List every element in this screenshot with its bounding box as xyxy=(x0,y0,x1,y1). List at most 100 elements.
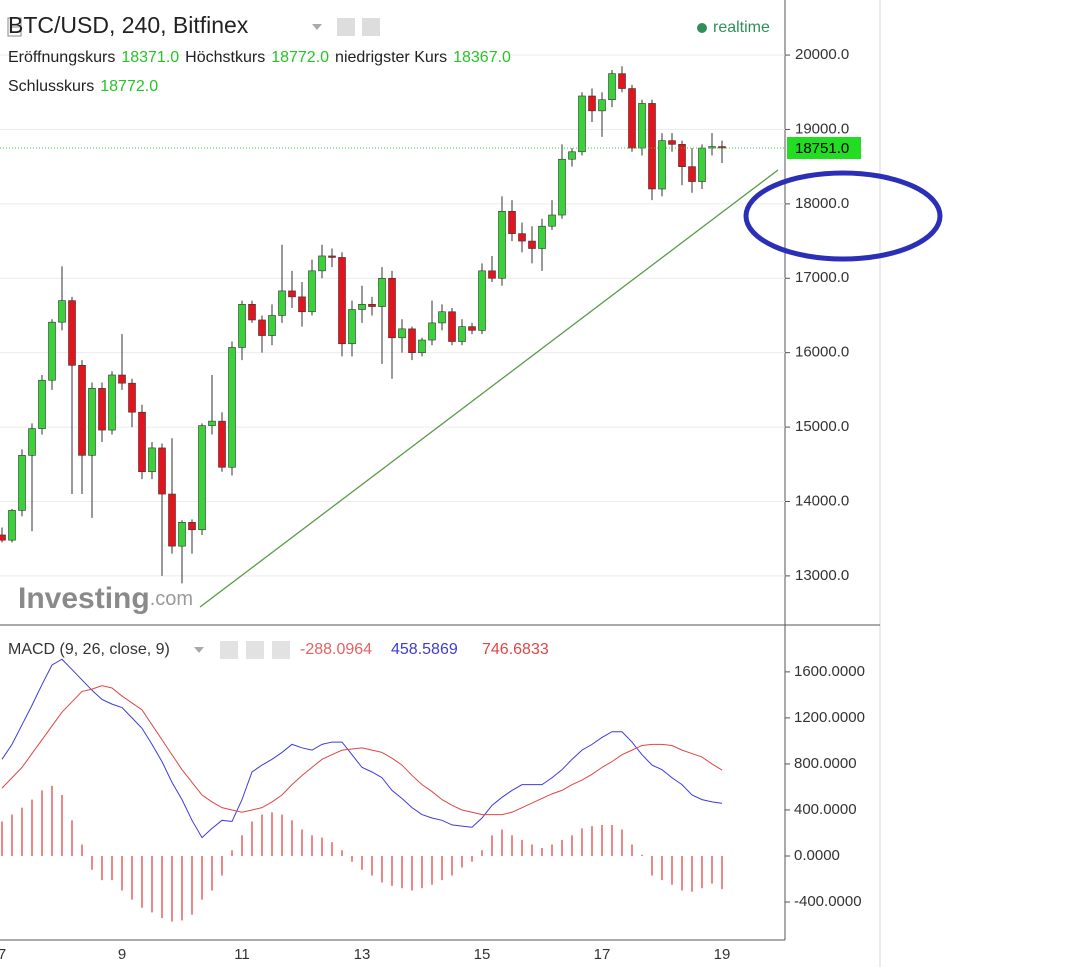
y-tick-label: 1600.0000 xyxy=(794,663,865,680)
candle-body xyxy=(578,95,586,153)
status: realtime xyxy=(713,19,770,36)
candle-body xyxy=(558,158,566,216)
candle-body xyxy=(508,211,516,234)
ohlc-label: niedrigster Kurs xyxy=(335,49,448,66)
candle-body xyxy=(78,365,86,456)
candle-body xyxy=(338,257,346,345)
collapse-icon[interactable] xyxy=(7,17,22,37)
candle-body xyxy=(308,270,316,313)
y-tick-label: 400.0000 xyxy=(794,801,857,818)
candle-body xyxy=(118,374,126,384)
y-tick-label: -400.0000 xyxy=(794,893,862,910)
candle-body xyxy=(648,103,656,190)
candle-body xyxy=(0,534,6,541)
candle-body xyxy=(218,420,226,468)
x-tick-label: 11 xyxy=(234,946,250,963)
candle-body xyxy=(408,328,416,353)
y-tick-label: 17000.0 xyxy=(795,269,849,286)
candle-body xyxy=(518,233,526,242)
ohlc-row: Eröffnungskurs 18371.0 Höchstkurs 18772.0 ni… xyxy=(8,49,517,67)
candle-body xyxy=(108,374,116,431)
candle-body xyxy=(588,95,596,112)
candle-body xyxy=(148,447,156,473)
candle-body xyxy=(258,319,266,336)
y-tick-label: 0.0000 xyxy=(794,847,840,864)
macd-line xyxy=(1,685,723,816)
candle-body xyxy=(8,510,16,541)
candle-body xyxy=(718,146,726,149)
y-tick-label: 20000.0 xyxy=(795,46,849,63)
candle-body xyxy=(568,151,576,160)
candle-body xyxy=(358,304,366,310)
candle-body xyxy=(638,103,646,149)
settings-icon[interactable] xyxy=(362,18,380,36)
candle-body xyxy=(468,326,476,331)
candle-body xyxy=(608,73,616,101)
candle-body xyxy=(248,304,256,321)
candle-body xyxy=(368,304,376,307)
dropdown-arrow[interactable] xyxy=(194,647,204,653)
y-tick-label: 800.0000 xyxy=(794,755,857,772)
candle-body xyxy=(538,225,546,249)
candle-body xyxy=(198,425,206,531)
readout-histogram: -288.0964 xyxy=(300,641,372,658)
candle-body xyxy=(428,322,436,341)
close-icon[interactable] xyxy=(272,641,290,659)
candle-body xyxy=(28,428,36,456)
ohlc-value: 18371.0 xyxy=(121,49,180,66)
candle-body xyxy=(168,493,176,547)
candle-body xyxy=(628,88,636,149)
candle-body xyxy=(658,140,666,190)
candle-body xyxy=(498,211,506,279)
candle-body xyxy=(288,290,296,298)
settings-icon[interactable] xyxy=(246,641,264,659)
y-tick-label: 19000.0 xyxy=(795,120,849,137)
candle-body xyxy=(618,73,626,89)
y-tick-label: 13000.0 xyxy=(795,567,849,584)
readout-macd: 458.5869 xyxy=(391,641,458,658)
candle-body xyxy=(328,255,336,258)
candle-body xyxy=(158,447,166,495)
candle-body xyxy=(98,388,106,431)
ohlc-label: Schlusskurs xyxy=(8,78,95,95)
candle-body xyxy=(548,214,556,227)
readout-signal: 746.6833 xyxy=(482,641,549,658)
candle-body xyxy=(688,166,696,182)
candle-body xyxy=(678,144,686,167)
y-tick-label: 15000.0 xyxy=(795,418,849,435)
ohlc-label: Höchstkurs xyxy=(185,49,266,66)
candle-body xyxy=(128,382,136,413)
candle-body xyxy=(698,147,706,182)
candle-body xyxy=(298,296,306,313)
candle-body xyxy=(418,339,426,353)
eye-icon[interactable] xyxy=(220,641,238,659)
symbol-title: BTC/USD, 240, Bitfinex xyxy=(8,12,249,38)
x-tick-label: 7 xyxy=(0,946,6,963)
last-price-box xyxy=(787,136,861,159)
candle-body xyxy=(348,309,356,345)
x-tick-label: 17 xyxy=(594,946,611,963)
candle-body xyxy=(448,311,456,342)
candle-body xyxy=(318,255,326,272)
ohlc-value: 18772.0 xyxy=(100,78,159,95)
eye-icon[interactable] xyxy=(337,18,355,36)
candle-body xyxy=(598,99,606,112)
x-tick-label: 15 xyxy=(474,946,491,963)
ohlc-row: Schlusskurs 18772.0 xyxy=(8,78,164,96)
last-price-label: 18751.0 xyxy=(795,140,849,157)
watermark-suffix: .com xyxy=(150,588,193,610)
candle-body xyxy=(488,270,496,279)
candle-body xyxy=(48,321,56,381)
candle-body xyxy=(138,411,146,473)
candle-body xyxy=(668,140,676,145)
candle-body xyxy=(478,270,486,331)
candle-body xyxy=(88,388,96,456)
candle-body xyxy=(388,277,396,339)
dropdown-arrow[interactable] xyxy=(312,24,322,30)
y-tick-label: 14000.0 xyxy=(795,492,849,509)
candle-body xyxy=(438,311,446,324)
candle-body xyxy=(188,522,196,531)
candle-body xyxy=(68,300,76,366)
